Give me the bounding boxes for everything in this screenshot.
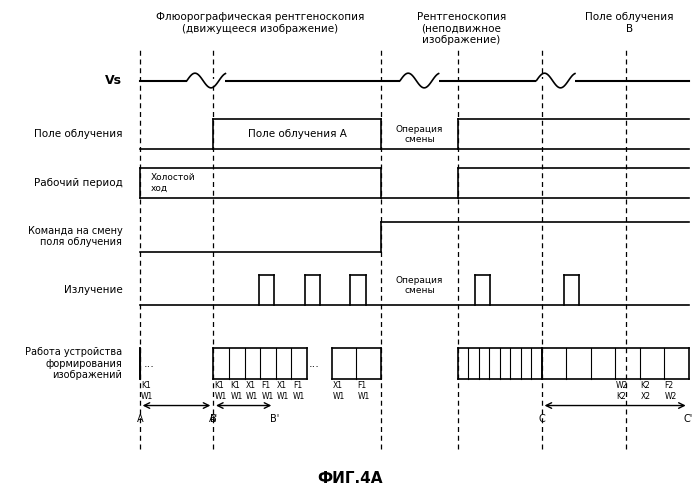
Text: W1: W1 — [293, 392, 305, 401]
Text: W1: W1 — [215, 392, 227, 401]
Text: A: A — [136, 414, 143, 424]
Text: K1: K1 — [230, 381, 240, 390]
Text: Vs: Vs — [106, 74, 122, 87]
Text: X2: X2 — [640, 392, 650, 401]
Text: F1: F1 — [261, 381, 271, 390]
Text: F2: F2 — [665, 381, 674, 390]
Text: K2: K2 — [640, 381, 650, 390]
Text: W2: W2 — [616, 381, 628, 390]
Text: F1: F1 — [358, 381, 367, 390]
Text: Холостой
ход: Холостой ход — [150, 173, 195, 193]
Text: Рентгеноскопия
(неподвижное
изображение): Рентгеноскопия (неподвижное изображение) — [417, 12, 506, 45]
Text: W1: W1 — [141, 392, 154, 401]
Text: W1: W1 — [333, 392, 345, 401]
Text: K1: K1 — [141, 381, 151, 390]
Text: W1: W1 — [278, 392, 289, 401]
Text: ФИГ.4А: ФИГ.4А — [317, 470, 382, 486]
Text: Поле облучения
В: Поле облучения В — [585, 12, 673, 34]
Text: Рабочий период: Рабочий период — [34, 178, 122, 188]
Text: Операция
смены: Операция смены — [396, 276, 443, 295]
Text: B: B — [210, 414, 217, 424]
Text: Операция
смены: Операция смены — [396, 124, 443, 144]
Text: K2: K2 — [616, 392, 626, 401]
Text: ...: ... — [308, 359, 319, 368]
Text: B': B' — [270, 414, 279, 424]
Text: W1: W1 — [246, 392, 258, 401]
Text: W1: W1 — [358, 392, 370, 401]
Text: A': A' — [208, 414, 218, 424]
Text: Работа устройства
формирования
изображений: Работа устройства формирования изображен… — [25, 347, 122, 380]
Text: Флюорографическая рентгеноскопия
(движущееся изображение): Флюорографическая рентгеноскопия (движущ… — [156, 12, 365, 34]
Text: K1: K1 — [215, 381, 224, 390]
Text: Поле облучения: Поле облучения — [34, 129, 122, 139]
Text: Команда на смену
поля облучения: Команда на смену поля облучения — [27, 226, 122, 247]
Text: F1: F1 — [293, 381, 302, 390]
Text: W2: W2 — [665, 392, 677, 401]
Text: C: C — [538, 414, 545, 424]
Text: C': C' — [684, 414, 693, 424]
Text: ...: ... — [143, 359, 154, 368]
Text: Поле облучения А: Поле облучения А — [247, 129, 347, 139]
Text: W1: W1 — [230, 392, 243, 401]
Text: X1: X1 — [278, 381, 287, 390]
Text: W1: W1 — [261, 392, 274, 401]
Text: Излучение: Излучение — [64, 285, 122, 295]
Text: X1: X1 — [246, 381, 256, 390]
Text: X1: X1 — [333, 381, 343, 390]
